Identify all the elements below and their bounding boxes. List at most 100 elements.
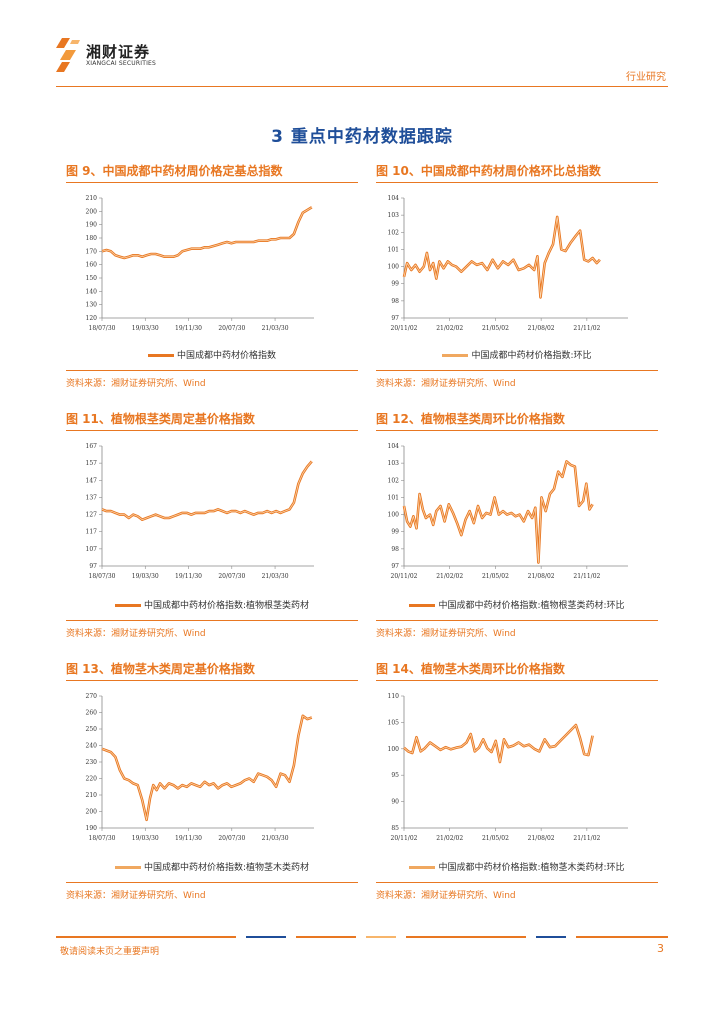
y-tick-label: 200 xyxy=(86,809,98,816)
legend-swatch xyxy=(114,604,141,607)
x-tick-label: 19/11/30 xyxy=(175,573,202,580)
figure-14-panel: 图 14、植物茎木类周环比价格指数 85 90 95 100 105 110 20/11/0… xyxy=(376,660,658,910)
x-tick-label: 21/03/30 xyxy=(262,835,289,842)
header-divider xyxy=(56,86,668,87)
y-tick-label: 103 xyxy=(388,212,400,219)
x-tick-label: 21/05/02 xyxy=(482,835,509,842)
legend-swatch xyxy=(147,354,174,357)
x-tick-label: 21/02/02 xyxy=(436,835,463,842)
x-tick-label: 21/11/02 xyxy=(573,325,600,332)
legend-label: 中国成都中药材价格指数:环比 xyxy=(471,351,592,361)
y-tick-label: 101 xyxy=(388,246,399,253)
y-tick-label: 97 xyxy=(391,315,399,322)
x-tick-label: 21/03/30 xyxy=(262,573,289,580)
y-tick-label: 100 xyxy=(388,746,400,753)
y-tick-label: 140 xyxy=(86,288,98,295)
x-tick-label: 21/08/02 xyxy=(528,835,555,842)
y-tick-label: 137 xyxy=(86,494,98,501)
figure-10-panel: 图 10、中国成都中药材周价格环比总指数 97 98 99 100 101 102 103 1… xyxy=(376,162,658,392)
logo-text-en: XIANGCAI SECURITIES xyxy=(86,60,157,67)
y-tick-label: 99 xyxy=(391,529,399,536)
figure-13-panel: 图 13、植物茎木类周定基价格指数 190 200 210 220 230 240 250 2… xyxy=(66,660,358,910)
figure-12-title: 图 12、植物根茎类周环比价格指数 xyxy=(376,410,658,431)
section-title: 3 重点中药材数据跟踪 xyxy=(271,127,453,147)
x-tick-label: 18/07/30 xyxy=(89,325,116,332)
x-tick-label: 19/03/30 xyxy=(132,573,159,580)
figure-13-legend: 中国成都中药材价格指数:植物茎木类药材 xyxy=(66,860,358,873)
legend-swatch xyxy=(442,354,469,357)
x-tick-label: 18/07/30 xyxy=(89,835,116,842)
x-tick-label: 20/11/02 xyxy=(391,835,418,842)
figure-14-title: 图 14、植物茎木类周环比价格指数 xyxy=(376,660,658,681)
y-tick-label: 85 xyxy=(391,825,399,832)
logo-icon xyxy=(56,38,80,72)
figure-13-source: 资料来源：湘财证券研究所、Wind xyxy=(66,882,358,904)
x-tick-label: 19/11/30 xyxy=(175,835,202,842)
x-tick-label: 21/11/02 xyxy=(573,835,600,842)
figure-11-legend: 中国成都中药材价格指数:植物根茎类药材 xyxy=(66,598,358,611)
y-tick-label: 97 xyxy=(89,563,97,570)
y-tick-label: 210 xyxy=(86,195,98,202)
x-tick-label: 20/11/02 xyxy=(391,573,418,580)
y-tick-label: 102 xyxy=(388,229,400,236)
figure-10-legend: 中国成都中药材价格指数:环比 xyxy=(376,348,658,361)
figure-10-title: 图 10、中国成都中药材周价格环比总指数 xyxy=(376,162,658,183)
x-tick-label: 21/03/30 xyxy=(262,325,289,332)
series-line-highlight xyxy=(101,206,313,259)
y-tick-label: 104 xyxy=(388,195,400,202)
y-tick-label: 99 xyxy=(391,281,399,288)
y-tick-label: 190 xyxy=(86,222,98,229)
y-tick-label: 220 xyxy=(86,776,98,783)
x-tick-label: 20/11/02 xyxy=(391,325,418,332)
figure-11-title: 图 11、植物根茎类周定基价格指数 xyxy=(66,410,358,431)
page-header: 湘财证券 XIANGCAI SECURITIES 行业研究 xyxy=(0,0,724,90)
y-tick-label: 270 xyxy=(86,693,98,700)
y-tick-label: 130 xyxy=(86,302,98,309)
figure-11-panel: 图 11、植物根茎类周定基价格指数 97 107 117 127 137 147 157 16… xyxy=(66,410,358,640)
y-tick-label: 107 xyxy=(86,546,98,553)
y-tick-label: 104 xyxy=(388,443,400,450)
y-tick-label: 170 xyxy=(86,248,98,255)
legend-label: 中国成都中药材价格指数:植物茎木类药材:环比 xyxy=(438,863,625,873)
figure-13-chart: 190 200 210 220 230 240 250 260 270 18/07/30 19/03… xyxy=(86,693,314,842)
series-line xyxy=(101,714,313,822)
figure-9-source: 资料来源：湘财证券研究所、Wind xyxy=(66,370,358,392)
figure-11-chart: 97 107 117 127 137 147 157 167 18/07/30 19/03/30 1… xyxy=(86,443,314,580)
series-line-highlight xyxy=(403,724,593,763)
footer-divider xyxy=(56,936,668,938)
y-tick-label: 127 xyxy=(86,512,98,519)
legend-swatch xyxy=(409,604,436,607)
y-tick-label: 240 xyxy=(86,743,98,750)
x-tick-label: 20/07/30 xyxy=(218,573,245,580)
legend-label: 中国成都中药材价格指数:植物根茎类药材 xyxy=(143,601,310,611)
legend-swatch xyxy=(114,866,141,869)
footer-disclaimer: 敬请阅读末页之重要声明 xyxy=(60,947,160,957)
figure-9-title: 图 9、中国成都中药材周价格定基总指数 xyxy=(66,162,358,183)
series-line xyxy=(101,460,313,521)
legend-swatch xyxy=(409,866,436,869)
x-tick-label: 21/02/02 xyxy=(436,325,463,332)
series-line xyxy=(403,723,594,764)
page-number: 3 xyxy=(657,942,664,955)
y-tick-label: 95 xyxy=(391,772,399,779)
y-tick-label: 97 xyxy=(391,563,399,570)
y-tick-label: 150 xyxy=(86,275,98,282)
series-line-highlight xyxy=(101,715,312,821)
figure-10-chart: 97 98 99 100 101 102 103 104 20/11/02 21/02/02 21/… xyxy=(388,195,628,332)
y-tick-label: 98 xyxy=(391,546,399,553)
figure-12-chart: 97 98 99 100 101 102 103 104 20/11/02 21/02/02 21/… xyxy=(388,443,628,580)
y-tick-label: 250 xyxy=(86,726,98,733)
figure-10-source: 资料来源：湘财证券研究所、Wind xyxy=(376,370,658,392)
legend-label: 中国成都中药材价格指数:植物根茎类药材:环比 xyxy=(438,601,625,611)
figure-12-panel: 图 12、植物根茎类周环比价格指数 97 98 99 100 101 102 103 104 2… xyxy=(376,410,658,640)
x-tick-label: 20/07/30 xyxy=(218,835,245,842)
y-tick-label: 147 xyxy=(86,477,98,484)
series-line-highlight xyxy=(403,461,593,563)
series-line-highlight xyxy=(101,461,313,521)
y-tick-label: 105 xyxy=(388,719,400,726)
x-tick-label: 18/07/30 xyxy=(89,573,116,580)
y-tick-label: 160 xyxy=(86,262,98,269)
y-tick-label: 210 xyxy=(86,792,98,799)
y-tick-label: 167 xyxy=(86,443,98,450)
y-tick-label: 90 xyxy=(391,799,399,806)
